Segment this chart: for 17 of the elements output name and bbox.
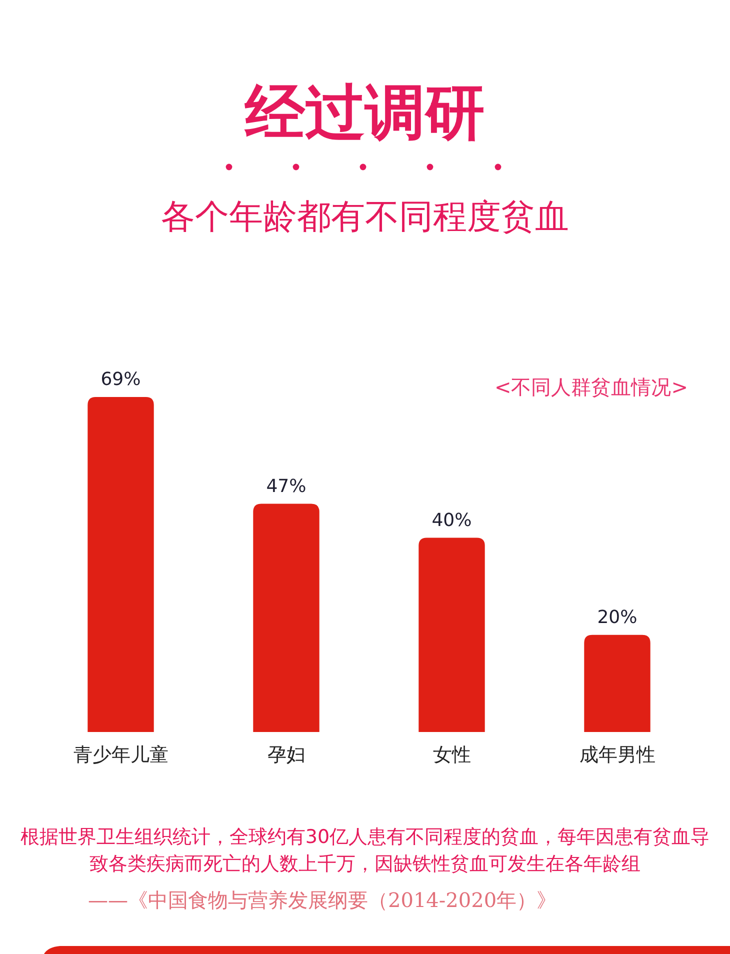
bar — [418, 538, 485, 732]
text: ——《中国食物与营养发展纲要（2014-2020年）》 — [88, 888, 557, 912]
x-tick-label: 青少年儿童 — [73, 744, 168, 766]
chart-subtitle: 各个年龄都有不同程度贫血 — [161, 197, 569, 237]
annotation: <不同人群贫血情况> — [494, 375, 688, 399]
bar — [88, 397, 154, 732]
x-tick-label: 成年男性 — [579, 744, 656, 766]
text: 根据世界卫生组织统计，全球约有30亿人患有不同程度的贫血，每年因患有贫血导致各类疾病而死亡的人数上千万，因缺铁性贫血可发生在各年龄组 — [20, 826, 710, 875]
data-label: 40% — [432, 510, 472, 531]
x-tick-label: 女性 — [432, 744, 471, 766]
chart-title: 经过调研 — [244, 78, 485, 148]
x-tick-label: 孕妇 — [267, 744, 306, 766]
data-label: 69% — [100, 369, 141, 390]
data-label: 20% — [597, 606, 638, 628]
data-label: 47% — [266, 476, 306, 497]
bar — [584, 634, 650, 732]
bar — [253, 504, 320, 732]
